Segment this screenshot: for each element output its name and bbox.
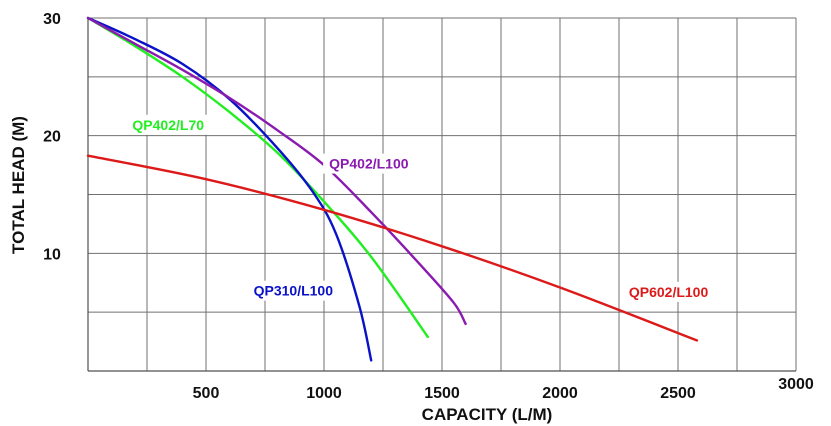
x-axis-title: CAPACITY (L/M): [422, 405, 553, 424]
series-line-qp602-l100: [86, 154, 699, 342]
series-lines: [86, 16, 699, 362]
series-label-background: [247, 280, 340, 301]
series-label-background: [126, 114, 211, 135]
series-label-text: QP402/L70: [132, 117, 204, 133]
y-tick-label: 20: [43, 129, 61, 146]
series-label-text: QP402/L100: [329, 156, 409, 172]
series-line-qp402-l70: [86, 16, 429, 339]
series-label-qp602-l100: QP602/L100: [622, 281, 715, 302]
y-tick-label: 30: [43, 11, 61, 28]
series-labels: QP402/L70 QP310/L100 QP402/L100 QP602/L100: [126, 114, 715, 302]
series-label-background: [622, 281, 715, 302]
x-tick-labels: 500 1000 1500 2000 2500 3000: [193, 376, 814, 402]
grid: [88, 17, 797, 371]
y-tick-label: 10: [43, 246, 61, 263]
x-tick-label: 1000: [306, 385, 342, 402]
x-tick-label: 1500: [424, 385, 460, 402]
series-label-text: QP602/L100: [629, 284, 709, 300]
series-label-qp402-l100: QP402/L100: [323, 153, 415, 174]
x-tick-label: 3000: [778, 376, 814, 393]
y-axis-title: TOTAL HEAD (M): [9, 116, 28, 254]
series-line-qp310-l100: [86, 16, 373, 362]
x-tick-label: 500: [193, 385, 220, 402]
series-line-qp402-l100: [86, 16, 467, 326]
x-tick-label: 2000: [542, 385, 578, 402]
series-label-background: [323, 153, 415, 174]
series-label-qp310-l100: QP310/L100: [247, 280, 340, 301]
series-label-qp402-l70: QP402/L70: [126, 114, 211, 135]
x-tick-label: 2500: [660, 385, 696, 402]
series-label-text: QP310/L100: [254, 283, 334, 299]
axes: [87, 18, 796, 372]
y-tick-labels: 10 20 30: [43, 11, 61, 263]
